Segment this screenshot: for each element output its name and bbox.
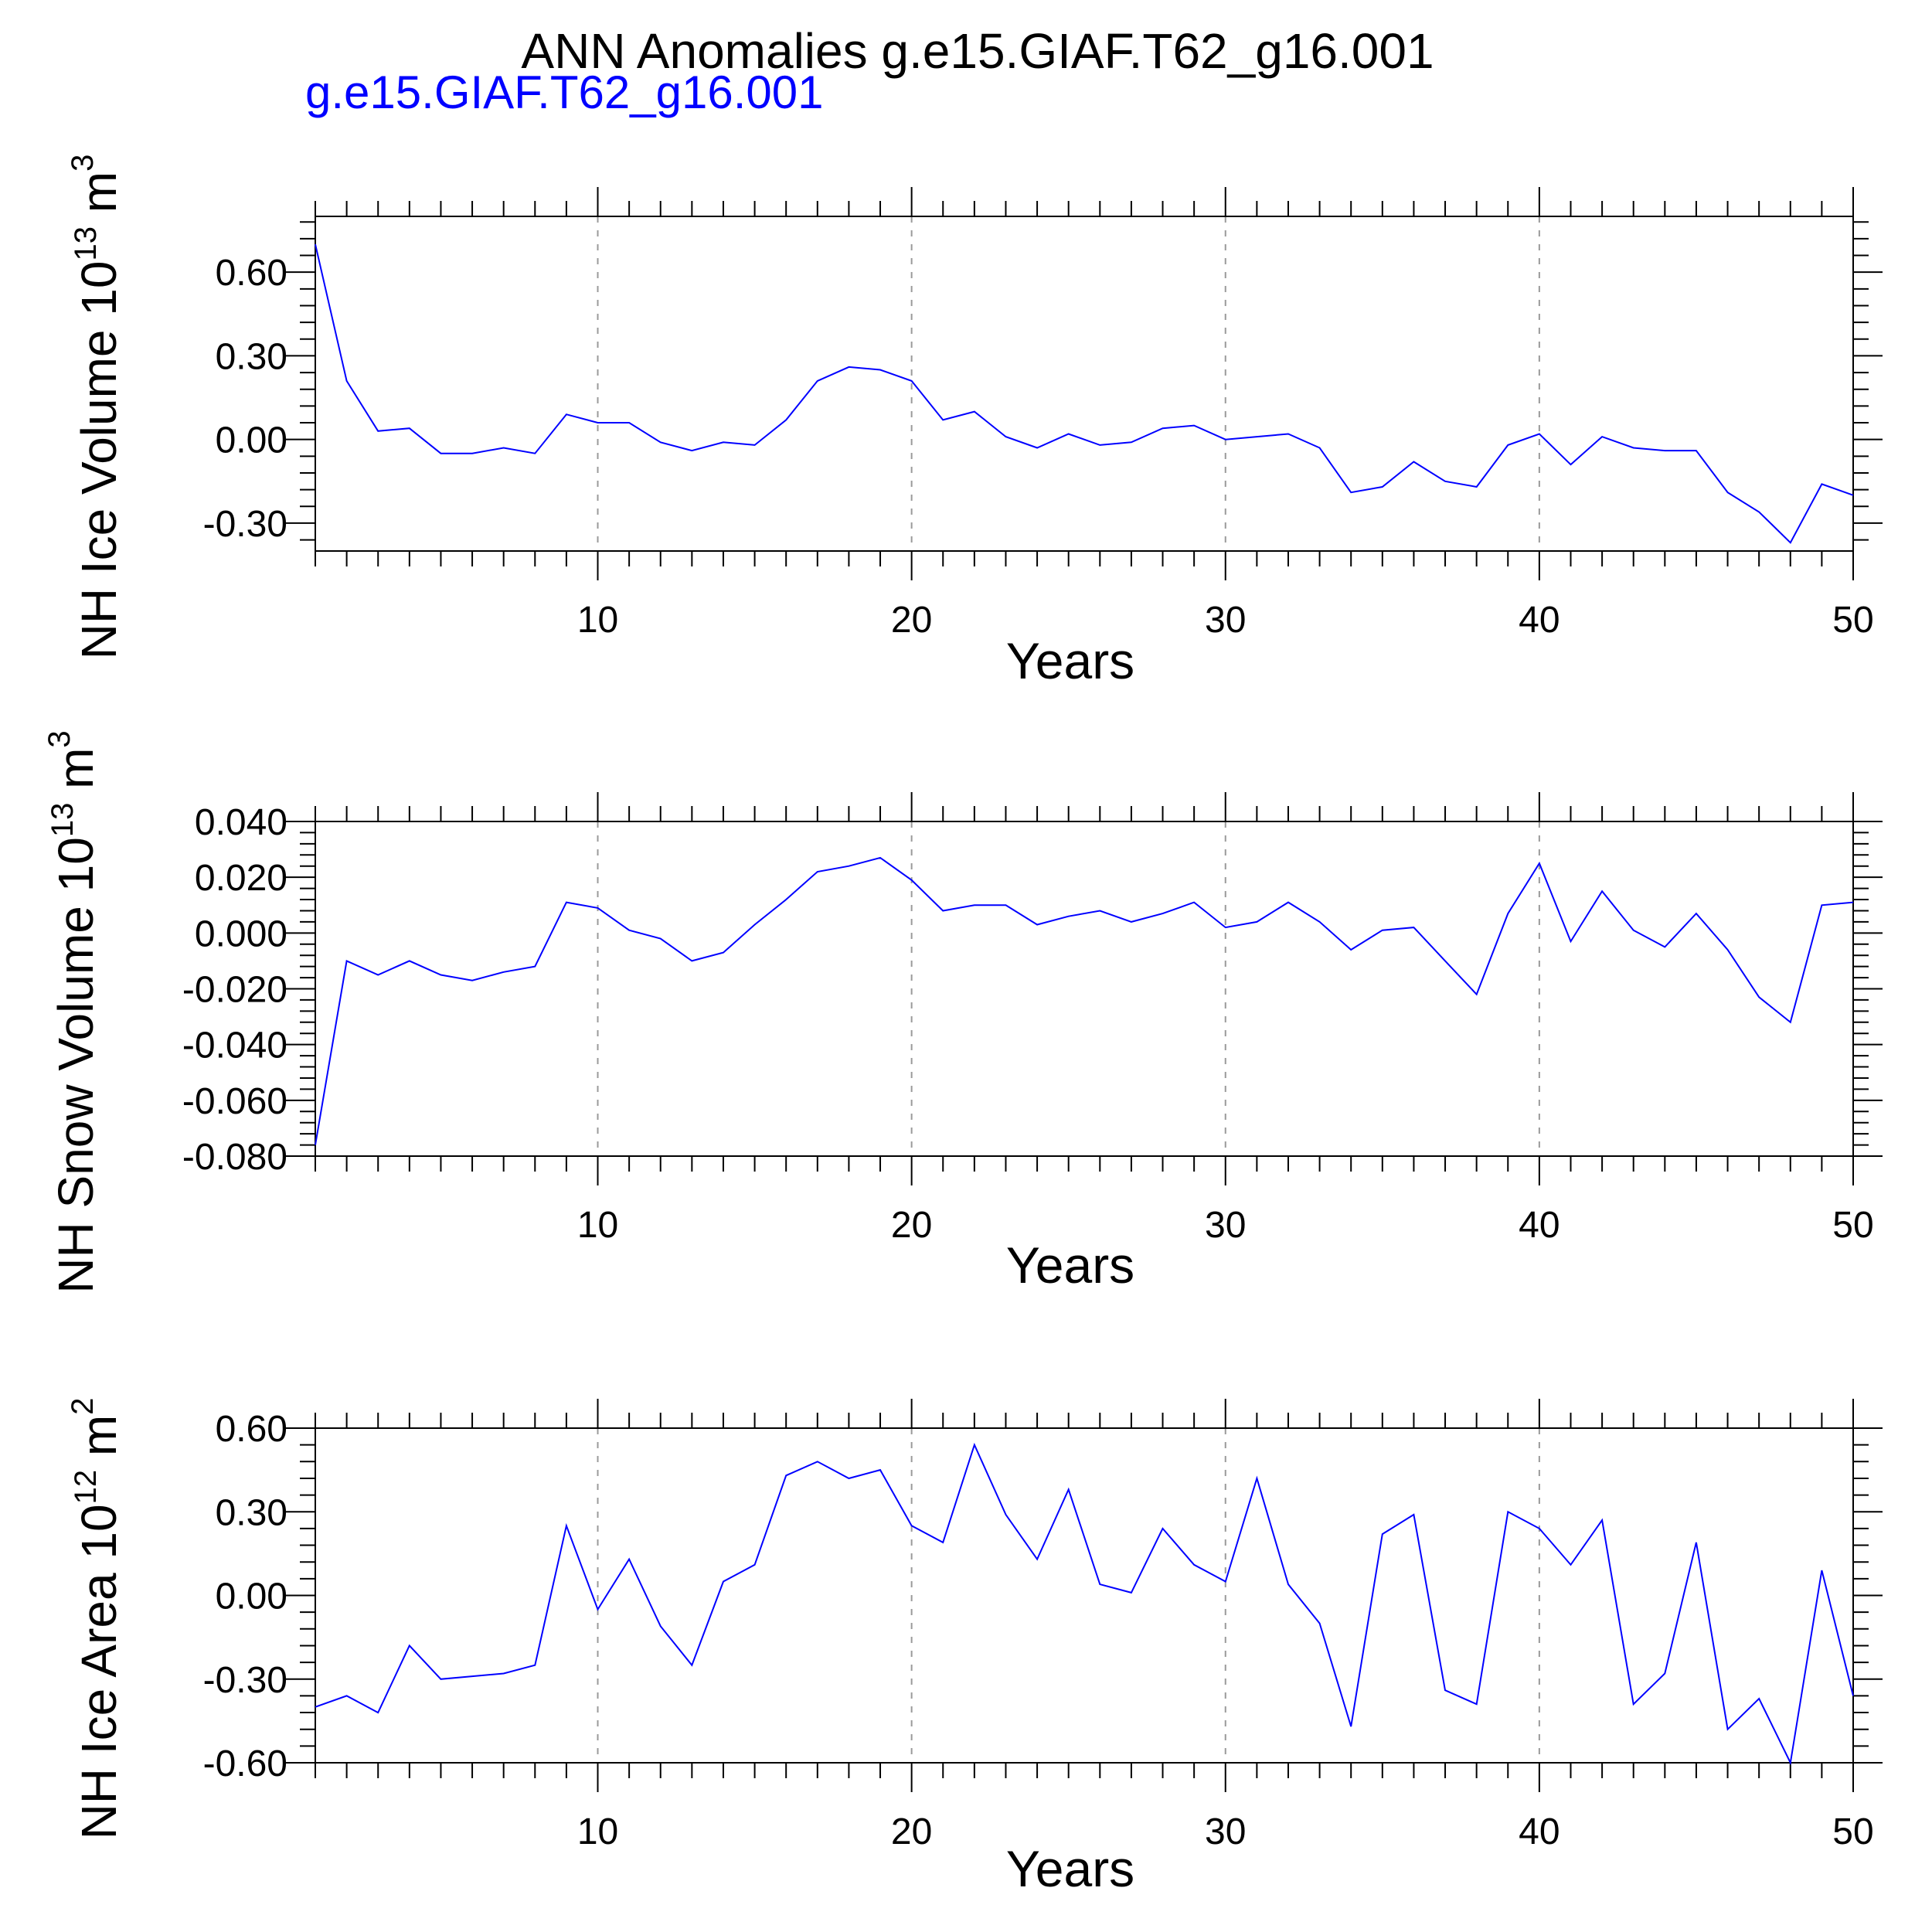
y-tick-label: 0.60 <box>216 1409 287 1450</box>
x-axis-label: Years <box>1006 632 1134 689</box>
x-tick-label: 10 <box>577 1205 618 1246</box>
x-axis-label: Years <box>1006 1840 1134 1897</box>
panel-3: 10 20 30 40 50 Years -0.60 -0.30 0.00 0.30 0.60 NH … <box>66 1398 1883 1897</box>
y-tick-label: 0.00 <box>216 420 287 461</box>
y-axis-label-unit-exponent: 3 <box>66 155 100 172</box>
y-axis-label: NH Ice Volume 1013 m3 <box>66 155 127 660</box>
x-tick-label: 40 <box>1519 1811 1560 1852</box>
y-tick-label: -0.080 <box>182 1137 287 1178</box>
chart-title: ANN Anomalies g.e15.GIAF.T62_g16.001 <box>521 23 1434 79</box>
y-axis-label-exponent: 13 <box>46 803 80 838</box>
x-tick-label: 50 <box>1832 600 1873 641</box>
y-tick-label: 0.00 <box>216 1577 287 1617</box>
series-line <box>315 243 1854 544</box>
x-tick-label: 20 <box>891 1205 932 1246</box>
series-line <box>315 1442 1854 1766</box>
y-tick-label: -0.060 <box>182 1081 287 1122</box>
plot-frame <box>315 1427 1854 1764</box>
x-tick-label: 30 <box>1205 1205 1246 1246</box>
y-axis-label-text: NH Snow Volume 10 <box>48 837 104 1294</box>
x-tick-label: 40 <box>1519 1205 1560 1246</box>
x-tick-label: 30 <box>1205 600 1246 641</box>
y-axis-label-unit: m <box>48 748 104 803</box>
x-tick-label: 40 <box>1519 600 1560 641</box>
y-tick-label: 0.020 <box>195 858 287 899</box>
y-axis-label: NH Snow Volume 1013 m3 <box>43 730 104 1293</box>
y-axis-label-unit-exponent: 3 <box>43 730 77 747</box>
y-tick-label: 0.000 <box>195 913 287 954</box>
panel-2: 10 20 30 40 50 Years -0.080 -0.060 -0.040 -0.020 0… <box>43 730 1883 1294</box>
y-axis-label-text: NH Ice Volume 10 <box>71 261 127 660</box>
run-label: g.e15.GIAF.T62_g16.001 <box>305 66 824 118</box>
x-tick-label: 50 <box>1832 1205 1873 1246</box>
y-tick-label: -0.30 <box>203 1660 287 1701</box>
y-tick-label: -0.30 <box>203 504 287 545</box>
y-axis-label-unit: m <box>71 1415 127 1470</box>
y-axis-label-unit: m <box>71 172 127 226</box>
x-axis-label: Years <box>1006 1236 1134 1294</box>
y-axis-label-text: NH Ice Area 10 <box>71 1504 127 1839</box>
y-axis-label-exponent: 13 <box>69 226 103 261</box>
x-tick-label: 10 <box>577 600 618 641</box>
y-tick-label: -0.040 <box>182 1026 287 1066</box>
x-tick-label: 50 <box>1832 1811 1873 1852</box>
series-line <box>315 856 1854 1145</box>
panel-1: 10 20 30 40 50 Years -0.30 0.00 0.30 0.60 NH Ice V… <box>66 155 1883 689</box>
plot-frame <box>315 821 1854 1157</box>
y-tick-label: 0.30 <box>216 1492 287 1533</box>
x-tick-label: 30 <box>1205 1811 1246 1852</box>
x-tick-label: 20 <box>891 600 932 641</box>
y-axis-label-unit-exponent: 2 <box>66 1398 100 1415</box>
y-tick-label: 0.040 <box>195 802 287 843</box>
x-tick-label: 10 <box>577 1811 618 1852</box>
y-tick-label: 0.30 <box>216 336 287 377</box>
plot-frame <box>315 216 1854 552</box>
y-tick-label: -0.020 <box>182 970 287 1011</box>
x-tick-label: 20 <box>891 1811 932 1852</box>
y-axis-label: NH Ice Area 1012 m2 <box>66 1398 127 1840</box>
y-tick-label: -0.60 <box>203 1743 287 1784</box>
y-tick-label: 0.60 <box>216 253 287 294</box>
y-axis-label-exponent: 12 <box>69 1470 103 1505</box>
